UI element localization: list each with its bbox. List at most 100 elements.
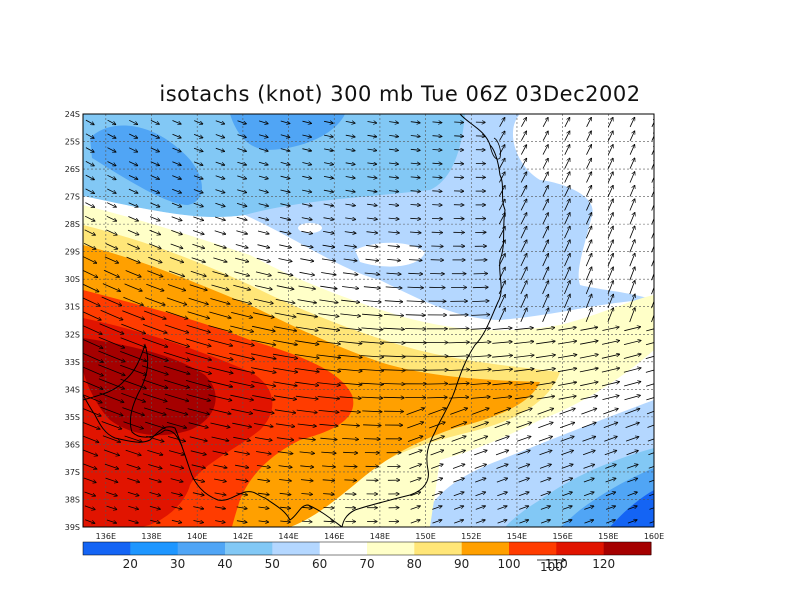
wind-arrow	[302, 135, 311, 137]
wind-arrow	[449, 397, 468, 398]
wind-arrow	[302, 149, 311, 151]
wind-arrow	[237, 120, 247, 124]
wind-arrow	[585, 295, 591, 309]
wind-arrow	[295, 326, 318, 331]
wind-arrow	[629, 118, 634, 128]
wind-arrow	[122, 310, 144, 320]
wind-arrow	[321, 452, 335, 453]
wind-arrow	[431, 218, 442, 219]
wind-arrow	[167, 284, 185, 291]
wind-arrow	[106, 491, 117, 496]
wind-arrow	[516, 437, 530, 442]
colorbar-swatch	[225, 542, 273, 555]
wind-arrow	[83, 242, 96, 249]
wind-arrow	[237, 134, 247, 138]
wind-arrow	[323, 507, 334, 508]
wind-arrow	[366, 246, 378, 247]
wind-arrow	[513, 355, 534, 358]
wind-arrow	[215, 189, 225, 193]
wind-arrow	[107, 119, 116, 124]
wind-arrow	[475, 520, 485, 524]
wind-arrow	[428, 408, 445, 415]
wind-arrow	[542, 227, 549, 239]
wind-arrow	[651, 294, 654, 309]
wind-arrow	[125, 270, 141, 277]
wind-arrow	[83, 435, 98, 442]
wind-arrow	[344, 245, 356, 247]
wind-arrow	[453, 478, 464, 483]
wind-arrow	[120, 337, 146, 348]
wind-arrow	[432, 163, 442, 164]
wind-arrow	[410, 163, 420, 164]
wind-arrow	[215, 120, 225, 124]
wind-arrow	[651, 199, 654, 211]
wind-arrow	[410, 218, 420, 219]
wind-arrow	[492, 397, 512, 399]
wind-arrow	[498, 295, 505, 308]
wind-arrow	[360, 342, 383, 344]
wind-arrow	[231, 408, 252, 413]
wind-arrow	[235, 479, 248, 481]
wind-arrow	[492, 355, 512, 357]
wind-arrow	[629, 240, 635, 253]
wind-arrow	[164, 338, 189, 347]
wind-arrow	[84, 505, 95, 510]
wind-arrow	[301, 494, 312, 495]
wind-arrow	[626, 451, 638, 456]
wind-arrow	[192, 478, 204, 482]
wind-arrow	[188, 422, 208, 428]
wind-arrow	[557, 368, 576, 373]
lon-label: 156E	[552, 532, 572, 541]
wind-arrow	[342, 286, 358, 289]
longitude-labels: 136E 138E 140E 142E 144E 146E 148E 150E 152E 154E…	[96, 532, 664, 541]
wind-arrow	[213, 464, 226, 468]
wind-arrow	[212, 271, 228, 276]
wind-arrow	[149, 492, 161, 495]
wind-arrow	[121, 323, 145, 333]
wind-arrow	[406, 408, 425, 415]
wind-arrow	[211, 436, 229, 441]
wind-arrow	[255, 271, 271, 276]
wind-arrow	[562, 492, 572, 497]
wind-arrow	[454, 136, 463, 137]
wind-arrow	[583, 492, 594, 497]
wind-arrow	[254, 423, 273, 427]
wind-arrow	[215, 202, 224, 206]
wind-arrow	[645, 369, 654, 373]
wind-arrow	[102, 435, 120, 442]
wind-arrow	[366, 218, 377, 219]
wind-arrow	[215, 521, 225, 523]
wind-arrow	[388, 204, 399, 205]
wind-arrow	[300, 258, 313, 262]
colorbar-label: 60	[312, 557, 327, 571]
wind-arrow	[651, 308, 654, 323]
wind-arrow	[564, 308, 570, 323]
wind-arrow	[540, 492, 551, 497]
wind-arrow	[498, 227, 505, 239]
wind-arrow	[321, 272, 336, 275]
lat-label: 33S	[65, 358, 80, 367]
wind-arrow	[120, 378, 146, 388]
wind-arrow	[561, 464, 573, 469]
wind-arrow	[432, 520, 442, 524]
wind-arrow	[236, 216, 247, 220]
wind-arrow	[105, 243, 118, 249]
wind-arrow	[126, 463, 140, 468]
colorbar-swatch	[130, 542, 179, 555]
wind-arrow	[338, 354, 362, 357]
wind-arrow	[148, 478, 161, 482]
wind-arrow	[362, 314, 382, 316]
wind-arrow	[651, 158, 654, 169]
wind-arrow	[320, 438, 336, 439]
wind-arrow	[429, 422, 445, 429]
wind-arrow	[324, 121, 333, 123]
wind-arrow	[629, 172, 635, 183]
wind-arrow	[536, 328, 555, 331]
wind-arrow	[602, 327, 618, 331]
wind-arrow	[538, 437, 552, 442]
wind-arrow	[345, 135, 355, 137]
colorbar-label: 30	[170, 557, 185, 571]
wind-arrow	[514, 328, 533, 330]
wind-arrow	[302, 204, 312, 206]
wind-arrow	[85, 133, 94, 138]
